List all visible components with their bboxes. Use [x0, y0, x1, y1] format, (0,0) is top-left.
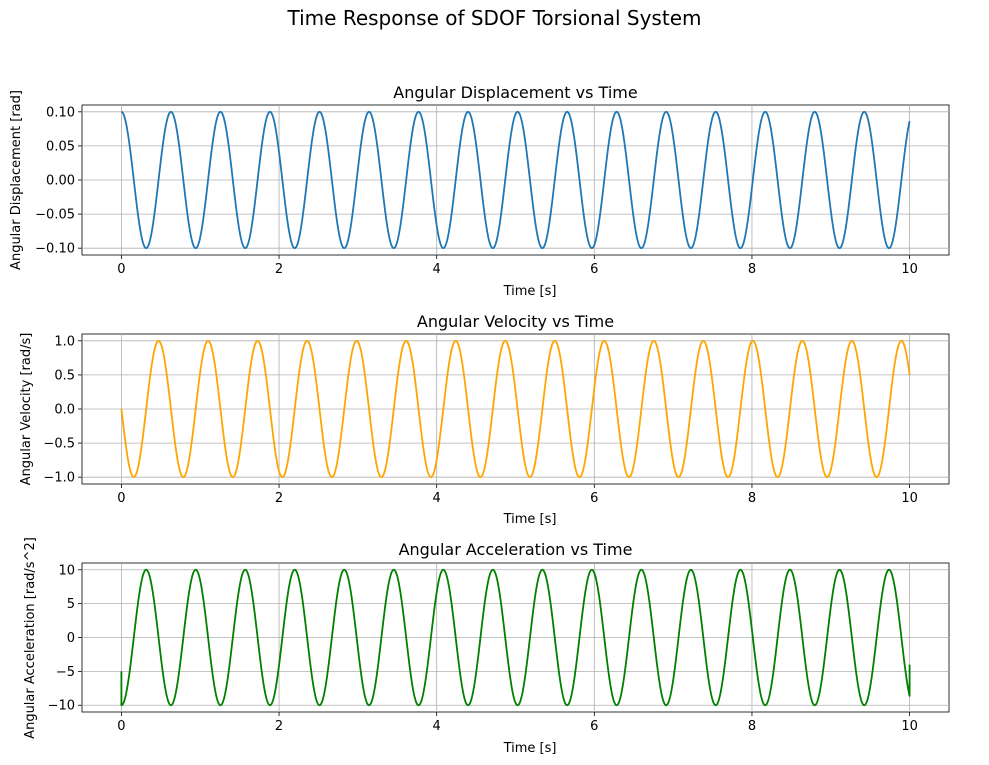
subplot-title: Angular Acceleration vs Time: [399, 540, 633, 559]
y-tick-label: −0.10: [35, 242, 75, 257]
x-tick-label: 2: [275, 719, 283, 734]
y-tick-label: 0.00: [46, 174, 75, 189]
x-tick-label: 10: [901, 719, 918, 734]
series-line: [120, 339, 911, 479]
x-tick-label: 2: [275, 262, 283, 277]
series-layer: [120, 568, 911, 707]
x-tick-label: 0: [117, 262, 125, 277]
subplot-velocity: Angular Velocity vs Time Time [s] Angula…: [19, 312, 950, 527]
axis-ticks: 0 2 4 6 8 10 −1.0 −0.5 0.0 0.5 1.0: [43, 334, 917, 506]
y-tick-label: 1.0: [54, 334, 75, 349]
x-axis-label: Time [s]: [503, 741, 557, 756]
grid-lines: [82, 563, 949, 712]
x-tick-label: 10: [901, 491, 918, 506]
x-tick-label: 4: [433, 491, 441, 506]
y-tick-label: 0.0: [54, 403, 75, 418]
y-axis-label: Angular Acceleration [rad/s^2]: [23, 537, 38, 739]
x-axis-label: Time [s]: [503, 284, 557, 299]
x-tick-label: 8: [748, 491, 756, 506]
figure-suptitle: Time Response of SDOF Torsional System: [287, 6, 702, 30]
y-tick-label: 10: [58, 563, 75, 578]
x-tick-label: 6: [590, 262, 598, 277]
y-tick-label: 0: [67, 631, 75, 646]
series-layer: [120, 110, 911, 250]
y-axis-label: Angular Displacement [rad]: [9, 90, 24, 270]
x-tick-label: 4: [433, 719, 441, 734]
series-line: [120, 110, 911, 250]
x-tick-label: 6: [590, 491, 598, 506]
subplot-displacement: Angular Displacement vs Time Time [s] An…: [9, 83, 950, 299]
x-tick-label: 2: [275, 491, 283, 506]
x-tick-label: 8: [748, 262, 756, 277]
y-tick-label: 0.10: [46, 105, 75, 120]
x-tick-label: 10: [901, 262, 918, 277]
series-layer: [120, 339, 911, 479]
y-axis-label: Angular Velocity [rad/s]: [19, 333, 34, 486]
y-tick-label: −10: [48, 699, 75, 714]
y-tick-label: −1.0: [43, 471, 75, 486]
x-tick-label: 0: [117, 719, 125, 734]
x-axis-label: Time [s]: [503, 512, 557, 527]
y-tick-label: 0.5: [54, 368, 75, 383]
x-tick-label: 6: [590, 719, 598, 734]
x-tick-label: 8: [748, 719, 756, 734]
subplot-title: Angular Displacement vs Time: [393, 83, 637, 102]
y-tick-label: −0.5: [43, 437, 75, 452]
subplot-title: Angular Velocity vs Time: [417, 312, 614, 331]
axis-ticks: 0 2 4 6 8 10 −10 −5 0 5 10: [48, 563, 918, 734]
grid-lines: [82, 105, 949, 255]
axis-ticks: 0 2 4 6 8 10 −0.10 −0.05 0.00 0.05 0.10: [35, 105, 918, 277]
x-tick-label: 4: [433, 262, 441, 277]
y-tick-label: 0.05: [46, 139, 75, 154]
x-tick-label: 0: [117, 491, 125, 506]
subplot-acceleration: Angular Acceleration vs Time Time [s] An…: [23, 537, 950, 756]
grid-lines: [82, 334, 949, 484]
y-tick-label: 5: [67, 597, 75, 612]
y-tick-label: −0.05: [35, 208, 75, 223]
y-tick-label: −5: [56, 665, 75, 680]
series-line: [120, 568, 911, 707]
